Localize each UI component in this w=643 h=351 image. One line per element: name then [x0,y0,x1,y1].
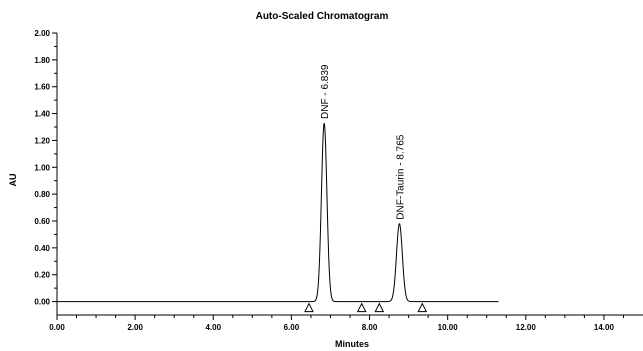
chromatogram-trace [57,122,499,303]
x-tick-label: 0.00 [49,323,65,332]
y-tick-label: 0.60 [34,217,50,226]
y-tick-label: 1.20 [34,136,50,145]
chart-title: Auto-Scaled Chromatogram [256,11,389,22]
x-tick-label: 14.00 [594,323,615,332]
y-tick-label: 0.40 [34,244,50,253]
y-axis-label: AU [8,174,18,187]
x-axis-ticks: 0.00 2.00 4.00 6.00 8.00 10.00 12.00 14.00 [49,315,624,332]
integration-marker [304,302,314,313]
plot-frame [56,33,643,316]
integration-markers [304,302,428,313]
x-tick-label: 2.00 [127,323,143,332]
integration-marker [356,302,367,313]
y-tick-label: 2.00 [34,29,50,38]
x-tick-label: 4.00 [205,323,221,332]
x-tick-label: 12.00 [516,323,537,332]
peak-label: DNF - 6.839 [320,64,331,119]
x-tick-label: 8.00 [362,323,378,332]
y-tick-label: 0.80 [34,190,50,199]
y-tick-label: 1.40 [34,110,50,119]
y-tick-label: 1.00 [34,163,50,172]
y-tick-label: 0.20 [34,271,50,280]
x-axis-label: Minutes [335,339,369,349]
y-axis-ticks: 0.00 0.20 0.40 0.60 0.80 1.00 1.20 1.40 1.60 1.80… [34,29,57,307]
integration-marker [417,302,428,313]
peak-label: DNF-Taurin - 8.765 [395,134,406,219]
peak-labels: DNF - 6.839 DNF-Taurin - 8.765 [320,64,406,220]
y-tick-label: 1.60 [34,83,50,92]
integration-marker [374,302,385,313]
x-tick-label: 6.00 [284,323,300,332]
y-tick-label: 0.00 [34,298,50,307]
y-tick-label: 1.80 [34,56,50,65]
x-tick-label: 10.00 [438,323,459,332]
